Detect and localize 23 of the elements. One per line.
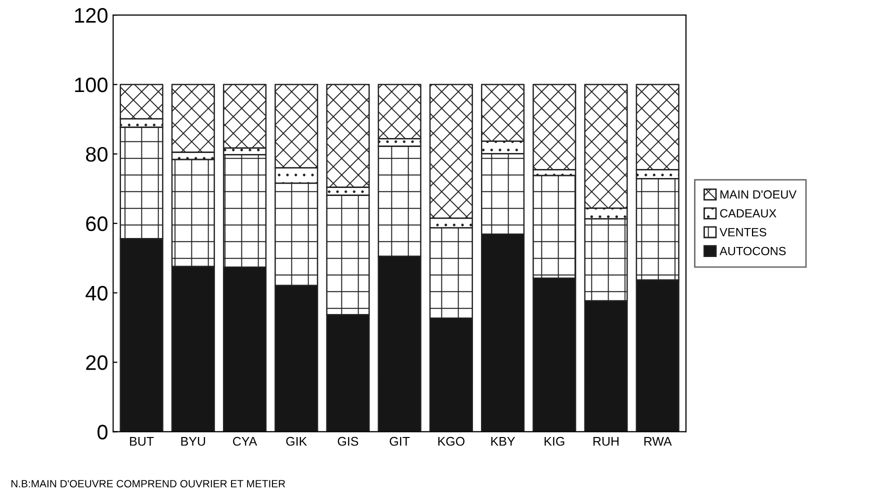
x-tick-label: KGO xyxy=(438,436,464,446)
y-tick-label: 20 xyxy=(86,355,108,370)
y-tick-label: 0 xyxy=(98,424,108,440)
text: N.B:MAIN D'OEUVRE COMPREND OUVRIER ET METIER xyxy=(11,480,286,488)
legend-label: MAIN D'OEUV xyxy=(720,190,797,199)
y-tick-label: 40 xyxy=(86,286,108,301)
y-tick-label: 120 xyxy=(75,8,108,23)
x-tick-label: RWA xyxy=(644,437,672,446)
x-tick-label: RUH xyxy=(593,437,619,446)
x-tick-label: KIG xyxy=(544,436,564,446)
x-tick-label: GIT xyxy=(390,436,410,446)
y-tick-label: 60 xyxy=(86,216,108,232)
x-tick-label: GIK xyxy=(286,436,307,446)
legend-label: VENTES xyxy=(720,228,766,236)
y-tick-label: 100 xyxy=(75,78,108,92)
x-tick-label: BUT xyxy=(130,437,154,446)
x-tick-label: CYA xyxy=(232,436,258,446)
x-tick-label: BYU xyxy=(181,437,206,446)
y-tick-label: 80 xyxy=(86,146,108,162)
x-tick-label: KBY xyxy=(491,437,516,446)
legend-label: CADEAUX xyxy=(720,209,776,218)
x-tick-label: GIS xyxy=(338,436,358,446)
legend-label: AUTOCONS xyxy=(720,246,786,256)
